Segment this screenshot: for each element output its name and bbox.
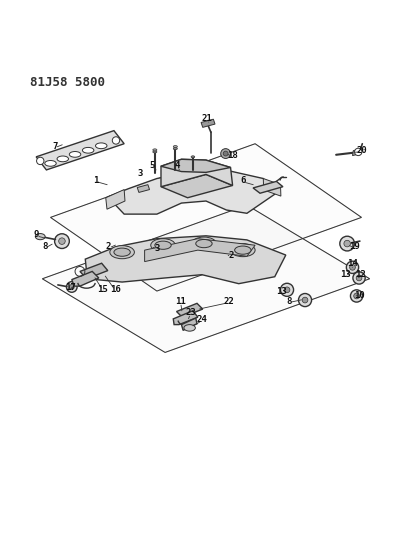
Circle shape	[346, 261, 358, 273]
Polygon shape	[201, 119, 215, 127]
Polygon shape	[108, 167, 276, 214]
Text: 9: 9	[33, 230, 39, 239]
Text: 22: 22	[224, 297, 235, 306]
Polygon shape	[72, 271, 99, 286]
Circle shape	[112, 137, 119, 144]
Polygon shape	[161, 159, 231, 172]
Ellipse shape	[151, 239, 176, 252]
Ellipse shape	[196, 239, 212, 248]
Circle shape	[37, 157, 44, 165]
Ellipse shape	[191, 156, 195, 158]
Circle shape	[302, 297, 308, 303]
Text: 18: 18	[227, 151, 238, 160]
Circle shape	[284, 287, 290, 293]
Circle shape	[221, 149, 231, 158]
Text: 13: 13	[276, 287, 287, 296]
Polygon shape	[263, 179, 281, 196]
Text: 3: 3	[154, 244, 159, 253]
Ellipse shape	[153, 149, 157, 151]
Ellipse shape	[35, 233, 45, 240]
Text: 23: 23	[185, 308, 196, 317]
Text: 13: 13	[340, 270, 351, 279]
Text: 3: 3	[138, 169, 143, 177]
Text: 12: 12	[355, 270, 366, 279]
Circle shape	[356, 275, 362, 281]
Text: 7: 7	[52, 142, 57, 151]
Polygon shape	[161, 174, 233, 198]
Circle shape	[298, 294, 311, 306]
Text: 14: 14	[347, 259, 358, 268]
Ellipse shape	[192, 237, 216, 250]
Ellipse shape	[184, 325, 195, 331]
Circle shape	[69, 285, 74, 289]
Polygon shape	[51, 144, 361, 291]
Circle shape	[340, 236, 355, 251]
Polygon shape	[137, 184, 150, 192]
Text: 8: 8	[42, 243, 48, 252]
Circle shape	[66, 281, 77, 292]
Circle shape	[344, 240, 351, 247]
Text: 19: 19	[349, 243, 360, 252]
Text: 16: 16	[110, 285, 121, 294]
Text: 8: 8	[286, 297, 292, 306]
Polygon shape	[253, 181, 283, 193]
Circle shape	[59, 238, 65, 245]
Ellipse shape	[110, 246, 134, 259]
Polygon shape	[36, 131, 124, 170]
Circle shape	[223, 151, 228, 156]
Text: 2: 2	[229, 251, 234, 260]
Ellipse shape	[155, 241, 171, 249]
Polygon shape	[173, 311, 198, 325]
Circle shape	[350, 264, 356, 270]
Ellipse shape	[114, 248, 130, 256]
Ellipse shape	[235, 246, 251, 254]
Circle shape	[54, 234, 69, 248]
Text: 1: 1	[93, 176, 98, 185]
Ellipse shape	[96, 143, 107, 149]
Text: 10: 10	[354, 290, 365, 300]
Ellipse shape	[69, 151, 81, 157]
Text: 2: 2	[106, 243, 111, 252]
Circle shape	[353, 272, 365, 284]
Circle shape	[354, 293, 359, 299]
Ellipse shape	[231, 244, 255, 257]
Circle shape	[351, 290, 363, 302]
Ellipse shape	[45, 160, 56, 166]
Text: 11: 11	[175, 297, 186, 306]
Text: 5: 5	[149, 160, 154, 169]
Polygon shape	[181, 318, 197, 330]
Polygon shape	[42, 205, 370, 352]
Ellipse shape	[57, 156, 68, 161]
Text: 24: 24	[197, 315, 207, 324]
Polygon shape	[161, 159, 233, 187]
Polygon shape	[353, 149, 361, 156]
Circle shape	[355, 148, 362, 156]
Ellipse shape	[153, 151, 157, 153]
Polygon shape	[176, 303, 203, 317]
Polygon shape	[80, 263, 108, 279]
Text: 81J58 5800: 81J58 5800	[30, 76, 105, 89]
Text: 20: 20	[357, 146, 368, 155]
Ellipse shape	[173, 148, 177, 150]
Text: 4: 4	[175, 160, 180, 169]
Polygon shape	[85, 236, 286, 284]
Ellipse shape	[82, 148, 94, 153]
Text: 15: 15	[98, 285, 108, 294]
Polygon shape	[106, 190, 125, 209]
Text: 6: 6	[240, 176, 246, 185]
Text: 21: 21	[202, 114, 213, 123]
Ellipse shape	[173, 146, 177, 148]
Polygon shape	[145, 239, 255, 262]
Circle shape	[281, 283, 294, 296]
Text: 17: 17	[66, 283, 76, 292]
